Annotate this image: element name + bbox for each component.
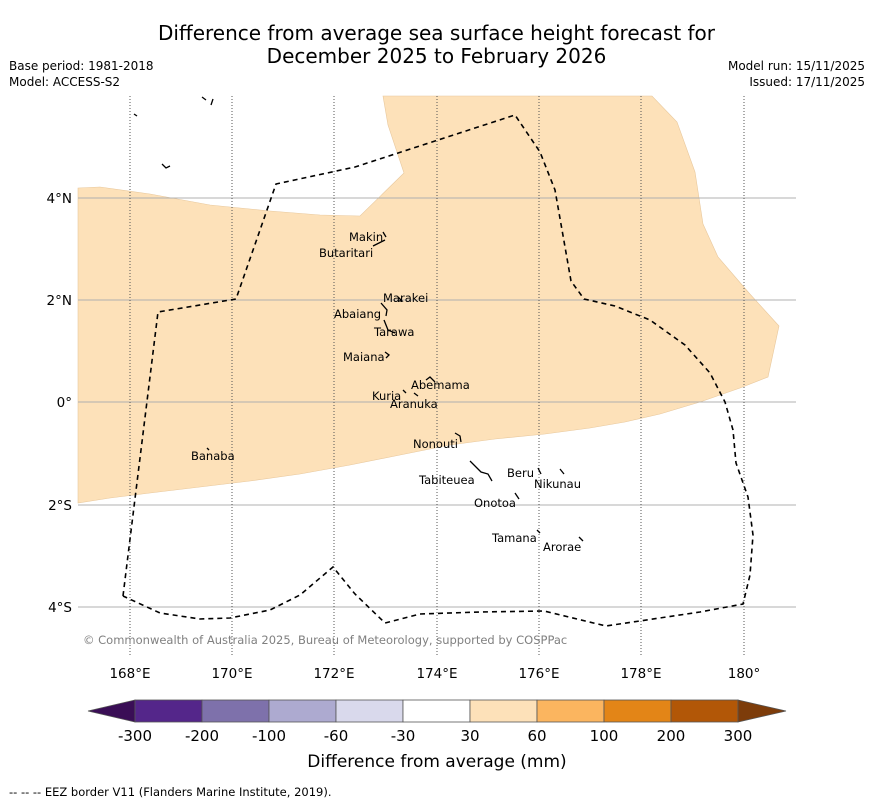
island-shape-aranuka (413, 392, 419, 397)
island-label-tabiteuea: Tabiteuea (418, 473, 475, 487)
colorbar-bin-2 (201, 699, 270, 723)
island-shape-tamana (536, 529, 541, 534)
island-label-abaiang: Abaiang (334, 307, 381, 321)
colorbar-tick-9: 200 (657, 727, 686, 745)
island-label-makin: Makin (349, 230, 383, 244)
colorbar-bin-6 (469, 699, 538, 723)
lat-label-2n: 2°N (47, 293, 72, 309)
island-label-beru: Beru (507, 466, 534, 480)
chart-title: Difference from average sea surface heig… (0, 22, 873, 68)
island-shape-makin (382, 231, 387, 238)
island-shape-onotoa (514, 492, 520, 500)
island-label-kuria: Kuria (372, 389, 401, 403)
colorbar-ticks: -300 -200 -100 -60 -30 30 60 100 200 300 (118, 727, 752, 745)
lat-axis-labels: 4°N 2°N 0° 2°S 4°S (47, 191, 72, 616)
island-shape-butaritari (372, 239, 386, 247)
colorbar (87, 699, 787, 723)
island-shape-nonouti (454, 432, 462, 443)
lon-label-178e: 178°E (620, 666, 661, 682)
island-label-tarawa: Tarawa (373, 325, 414, 339)
model-run: Model run: 15/11/2025 (727, 59, 865, 73)
colorbar-bin-8 (603, 699, 672, 723)
lon-label-172e: 172°E (313, 666, 354, 682)
model-name: Model: ACCESS-S2 (9, 75, 121, 89)
island-shape-nikunau (559, 468, 565, 475)
meta-left: Base period: 1981-2018 Model: ACCESS-S2 (9, 58, 154, 90)
island-shape-marshall-2 (210, 98, 214, 106)
colorbar-extend-high (737, 699, 787, 723)
colorbar-tick-10: 300 (724, 727, 753, 745)
island-label-tamana: Tamana (491, 531, 537, 545)
lon-axis-labels: 168°E 170°E 172°E 174°E 176°E 178°E 180° (109, 666, 760, 682)
island-label-marakei: Marakei (383, 291, 428, 305)
island-shape-banaba (206, 447, 210, 451)
island-label-aranuka: Aranuka (390, 397, 438, 411)
island-label-banaba: Banaba (191, 449, 235, 463)
eez-footnote: -- -- -- EEZ border V11 (Flanders Marine… (9, 785, 332, 799)
island-label-onotoa: Onotoa (474, 496, 516, 510)
island-label-nonouti: Nonouti (413, 437, 458, 451)
issued-date: Issued: 17/11/2025 (749, 75, 865, 89)
island-label-nikunau: Nikunau (534, 477, 581, 491)
title-line-1: Difference from average sea surface heig… (157, 21, 716, 45)
colorbar-bin-9 (670, 699, 739, 723)
lon-label-176e: 176°E (518, 666, 559, 682)
lon-label-180: 180° (728, 666, 761, 682)
island-labels: Makin Butaritari Marakei Abaiang Tarawa … (191, 230, 581, 554)
island-label-maiana: Maiana (343, 350, 385, 364)
colorbar-label: Difference from average (mm) (307, 752, 566, 772)
colorbar-tick-4: -60 (324, 727, 349, 745)
colorbar-tick-7: 60 (527, 727, 546, 745)
colorbar-extend-low (87, 699, 136, 723)
island-shape-abemama (425, 376, 436, 383)
island-shape-marshall-4 (161, 163, 171, 169)
lat-label-4s: 4°S (48, 600, 72, 616)
island-shape-kuria (402, 389, 407, 394)
island-shape-marshall-1 (201, 96, 207, 101)
island-label-abemama: Abemama (411, 378, 470, 392)
copyright-notice: © Commonwealth of Australia 2025, Bureau… (83, 633, 567, 647)
island-shape-beru (537, 467, 542, 475)
eez-border (122, 114, 754, 627)
colorbar-bin-4 (335, 699, 404, 723)
island-shape-tarawa (383, 319, 396, 334)
lon-label-174e: 174°E (416, 666, 457, 682)
island-shape-marshall-3 (133, 113, 138, 117)
island-shape-abaiang (380, 302, 388, 317)
colorbar-tick-3: -100 (252, 727, 286, 745)
island-shape-tabiteuea (469, 460, 493, 482)
lat-label-0: 0° (57, 395, 72, 411)
lat-label-2s: 2°S (48, 498, 72, 514)
lon-gridlines (129, 96, 745, 655)
colorbar-tick-8: 100 (590, 727, 619, 745)
colorbar-bin-1 (134, 699, 203, 723)
island-shape-arorae (578, 536, 584, 542)
base-period: Base period: 1981-2018 (9, 59, 154, 73)
colorbar-tick-1: -300 (118, 727, 152, 745)
colorbar-tick-6: 30 (460, 727, 479, 745)
colorbar-tick-5: -30 (391, 727, 416, 745)
island-shape-marakei (397, 296, 404, 302)
colorbar-bin-7 (536, 699, 605, 723)
lat-label-4n: 4°N (47, 191, 72, 207)
islands-outlines (133, 96, 584, 542)
colorbar-tick-2: -200 (185, 727, 219, 745)
title-line-2: December 2025 to February 2026 (266, 44, 607, 68)
lon-label-170e: 170°E (211, 666, 252, 682)
island-shape-maiana (384, 351, 390, 359)
island-label-butaritari: Butaritari (319, 246, 373, 260)
colorbar-bin-5 (402, 699, 471, 723)
island-label-arorae: Arorae (543, 540, 581, 554)
lon-label-168e: 168°E (109, 666, 150, 682)
meta-right: Model run: 15/11/2025 Issued: 17/11/2025 (728, 58, 865, 90)
colorbar-bin-3 (268, 699, 337, 723)
